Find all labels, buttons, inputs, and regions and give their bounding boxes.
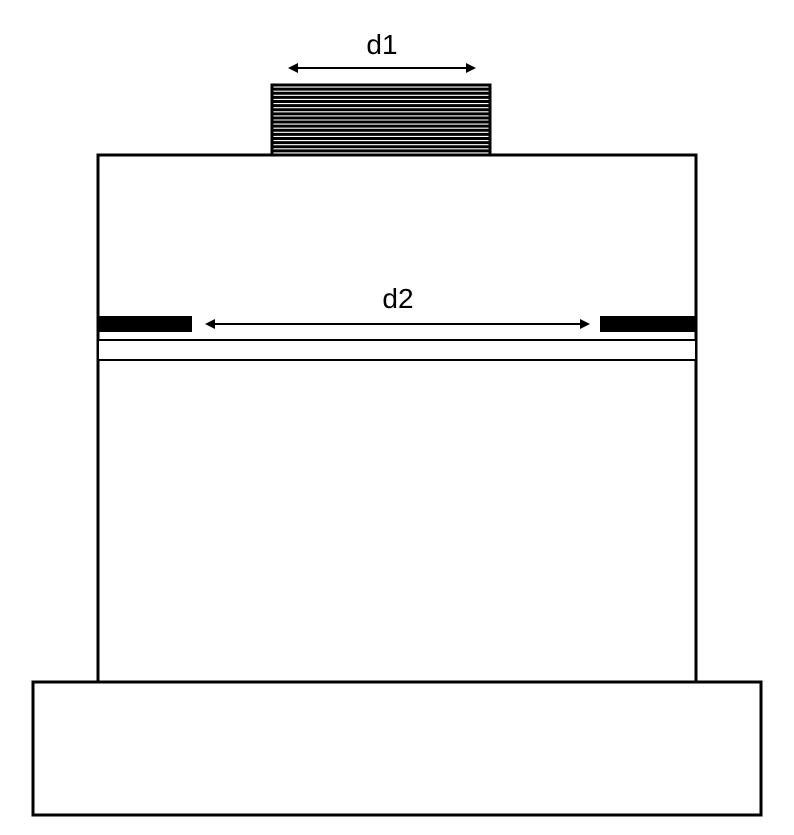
dimension-d1: d1 bbox=[288, 29, 476, 73]
thin-band bbox=[98, 340, 696, 360]
d1-arrow-head-right bbox=[466, 63, 476, 73]
top-block bbox=[272, 85, 490, 155]
body-rect bbox=[98, 155, 696, 682]
d1-label: d1 bbox=[366, 29, 397, 60]
d1-arrow-head-left bbox=[288, 63, 298, 73]
black-tab-right bbox=[600, 316, 696, 332]
black-tab-left bbox=[98, 316, 192, 332]
base-rect bbox=[33, 682, 761, 815]
schematic-diagram: d1 d2 bbox=[0, 0, 794, 835]
d2-label: d2 bbox=[382, 283, 413, 314]
